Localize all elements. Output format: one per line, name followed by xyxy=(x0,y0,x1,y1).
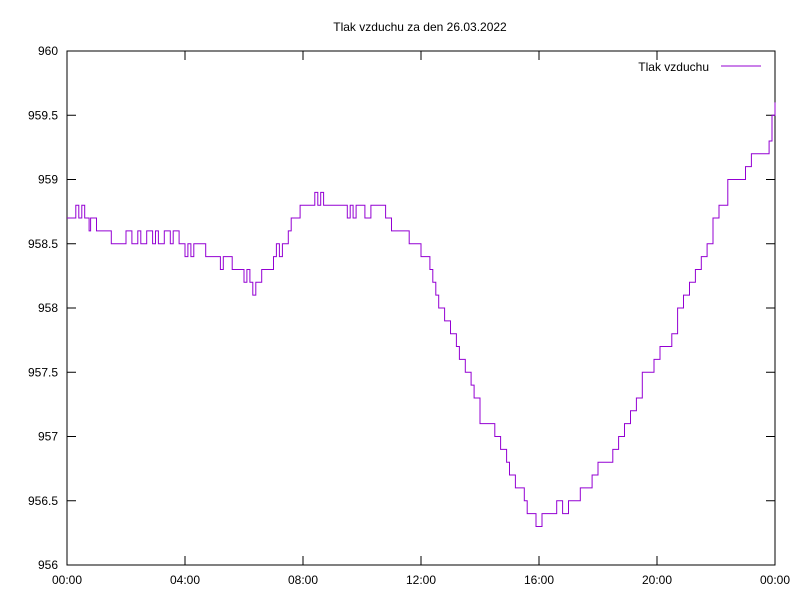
x-tick-label: 08:00 xyxy=(288,573,318,587)
y-tick-label: 956.5 xyxy=(28,494,58,508)
x-axis: 00:00 04:00 08:00 12:00 16:00 20:00 00:00 xyxy=(52,51,790,587)
x-tick-label: 12:00 xyxy=(406,573,436,587)
y-tick-label: 958.5 xyxy=(28,237,58,251)
chart-title: Tlak vzduchu za den 26.03.2022 xyxy=(333,20,507,34)
series-layer xyxy=(67,102,776,527)
y-tick-label: 957 xyxy=(38,430,58,444)
y-tick-label: 960 xyxy=(38,44,58,58)
y-tick-label: 959 xyxy=(38,173,58,187)
x-tick-label: 00:00 xyxy=(760,573,790,587)
plot-frame xyxy=(66,50,776,566)
legend-label: Tlak vzduchu xyxy=(638,60,709,74)
y-tick-label: 959.5 xyxy=(28,108,58,122)
y-tick-label: 956 xyxy=(38,558,58,572)
x-tick-label: 04:00 xyxy=(170,573,200,587)
y-tick-label: 958 xyxy=(38,301,58,315)
x-tick-label: 20:00 xyxy=(642,573,672,587)
y-tick-label: 957.5 xyxy=(28,365,58,379)
x-tick-label: 00:00 xyxy=(52,573,82,587)
y-axis: 956 956.5 957 957.5 958 958.5 959 959.5 960 xyxy=(28,44,775,572)
series-line xyxy=(67,102,776,527)
legend: Tlak vzduchu xyxy=(638,60,761,74)
x-tick-label: 16:00 xyxy=(524,573,554,587)
